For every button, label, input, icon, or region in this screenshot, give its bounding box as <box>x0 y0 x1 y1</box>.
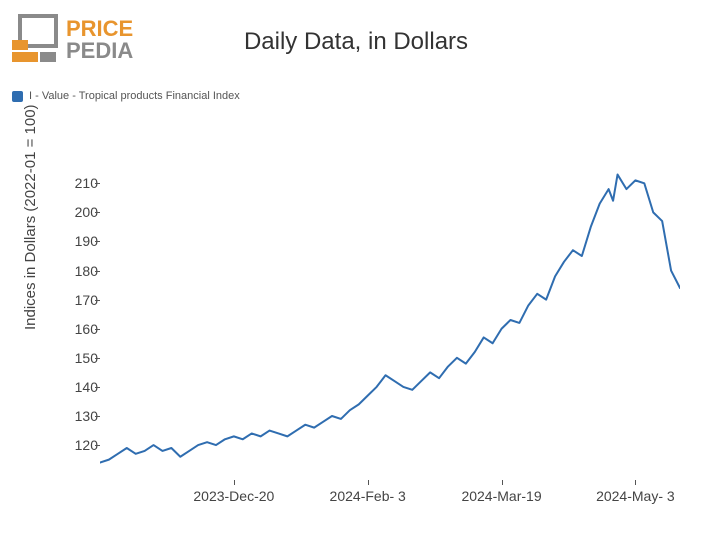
y-tick-mark <box>95 416 100 417</box>
y-tick-label: 180 <box>60 263 98 279</box>
chart-plot-area <box>100 160 680 480</box>
y-tick-mark <box>95 358 100 359</box>
x-tick-mark <box>234 480 235 485</box>
y-tick-label: 170 <box>60 292 98 308</box>
legend: I - Value - Tropical products Financial … <box>12 90 240 102</box>
y-tick-mark <box>95 241 100 242</box>
x-tick-label: 2024-May- 3 <box>596 488 675 504</box>
x-tick-label: 2024-Feb- 3 <box>330 488 406 504</box>
x-tick-mark <box>502 480 503 485</box>
x-tick-mark <box>368 480 369 485</box>
legend-swatch <box>12 91 23 102</box>
chart-title: Daily Data, in Dollars <box>244 28 468 56</box>
y-tick-mark <box>95 387 100 388</box>
logo-svg: PRICE PEDIA <box>12 12 162 68</box>
y-tick-label: 130 <box>60 408 98 424</box>
x-tick-mark <box>635 480 636 485</box>
y-tick-mark <box>95 300 100 301</box>
y-tick-label: 160 <box>60 321 98 337</box>
chart-svg <box>100 160 680 480</box>
x-axis-ticks: 2023-Dec-20 2024-Feb- 3 2024-Mar-19 2024-Ma… <box>100 488 680 518</box>
y-tick-label: 140 <box>60 379 98 395</box>
y-axis-label: Indices in Dollars (2022-01 = 100) <box>22 104 39 330</box>
x-tick-label: 2023-Dec-20 <box>193 488 274 504</box>
y-tick-mark <box>95 445 100 446</box>
y-tick-mark <box>95 329 100 330</box>
svg-text:PEDIA: PEDIA <box>66 38 133 63</box>
y-tick-label: 190 <box>60 233 98 249</box>
y-tick-label: 120 <box>60 437 98 453</box>
y-axis-ticks: 120 130 140 150 160 170 180 190 200 210 <box>60 160 98 480</box>
legend-label: I - Value - Tropical products Financial … <box>29 90 240 102</box>
y-tick-mark <box>95 183 100 184</box>
y-tick-mark <box>95 271 100 272</box>
y-tick-label: 210 <box>60 175 98 191</box>
logo: PRICE PEDIA <box>12 12 162 73</box>
y-tick-mark <box>95 212 100 213</box>
y-tick-label: 150 <box>60 350 98 366</box>
x-tick-label: 2024-Mar-19 <box>461 488 541 504</box>
y-tick-label: 200 <box>60 204 98 220</box>
